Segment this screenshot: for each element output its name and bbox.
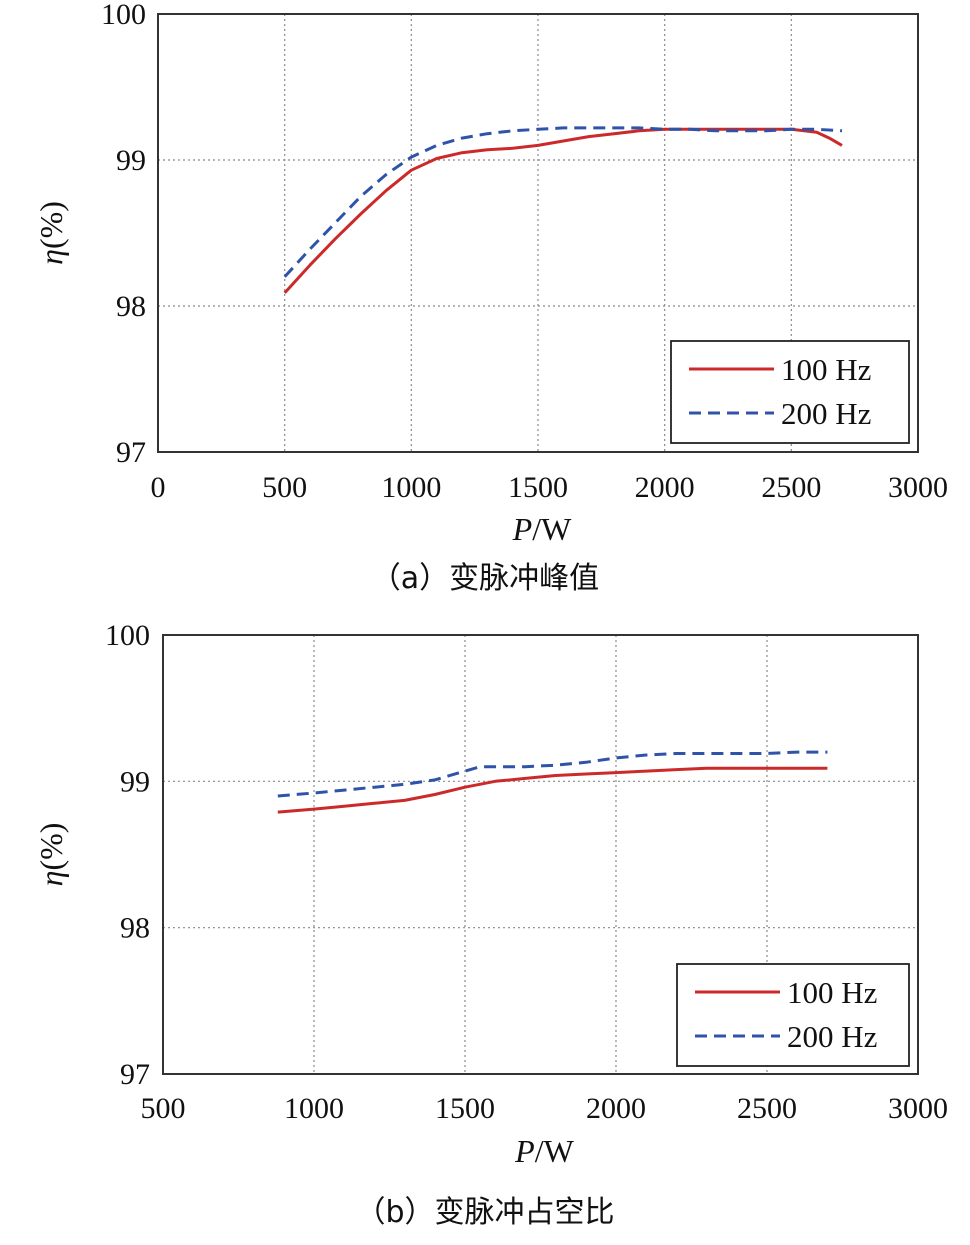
legend-label: 200 Hz <box>787 1019 877 1054</box>
x-tick-label: 3000 <box>888 471 948 504</box>
x-axis-label-unit: /W <box>535 1133 575 1169</box>
x-tick-label: 3000 <box>888 1092 948 1125</box>
plot-frame <box>157 13 919 453</box>
y-tick-label: 98 <box>120 912 150 945</box>
chart-a: 0 500 1000 1500 2000 2500 3000 97 98 99 100 P/W η(%)… <box>33 0 948 596</box>
y-tick-label: 100 <box>101 0 146 31</box>
y-axis-label-unit: (%) <box>33 201 69 249</box>
x-axis-label-unit: /W <box>532 511 572 547</box>
x-tick-label: 500 <box>262 471 307 504</box>
y-axis-label-variable: η <box>33 871 69 887</box>
x-tick-label: 1000 <box>381 471 441 504</box>
legend-label: 100 Hz <box>781 352 871 387</box>
y-tick-label: 100 <box>105 619 150 652</box>
x-tick-label: 1500 <box>508 471 568 504</box>
y-tick-label: 97 <box>116 436 146 469</box>
series-line-200-hz <box>283 126 843 278</box>
x-axis-label: P/W <box>514 1133 574 1169</box>
y-tick-label: 99 <box>120 765 150 798</box>
chart-b: 500 1000 1500 2000 2500 3000 97 98 99 100 P/W η(%) 1… <box>33 619 948 1230</box>
x-axis-label: P/W <box>512 511 572 547</box>
plot-frame <box>162 634 919 1075</box>
y-tick-label: 97 <box>120 1058 150 1091</box>
x-tick-label: 2500 <box>761 471 821 504</box>
legend-label: 100 Hz <box>787 975 877 1010</box>
y-tick-label: 99 <box>116 144 146 177</box>
figure-caption: （a）变脉冲峰值 <box>371 561 599 596</box>
x-axis-label-variable: P <box>512 511 533 547</box>
legend-label: 200 Hz <box>781 396 871 431</box>
x-tick-label: 0 <box>151 471 166 504</box>
x-tick-label: 2500 <box>737 1092 797 1125</box>
y-axis-label: η(%) <box>33 201 69 265</box>
x-tick-label: 2000 <box>635 471 695 504</box>
figure-caption: （b）变脉冲占空比 <box>355 1195 614 1230</box>
x-tick-label: 1500 <box>435 1092 495 1125</box>
x-tick-label: 500 <box>141 1092 186 1125</box>
legend-box <box>676 963 910 1067</box>
x-tick-label: 2000 <box>586 1092 646 1125</box>
series-line-100-hz <box>277 766 828 814</box>
x-axis-label-variable: P <box>514 1133 535 1169</box>
y-tick-label: 98 <box>116 290 146 323</box>
y-axis-label-variable: η <box>33 249 69 265</box>
y-axis-label: η(%) <box>33 823 69 887</box>
y-axis-label-unit: (%) <box>33 823 69 871</box>
legend-box <box>670 340 910 444</box>
series-line-200-hz <box>277 750 828 798</box>
series-line-100-hz <box>283 127 843 294</box>
x-tick-label: 1000 <box>284 1092 344 1125</box>
